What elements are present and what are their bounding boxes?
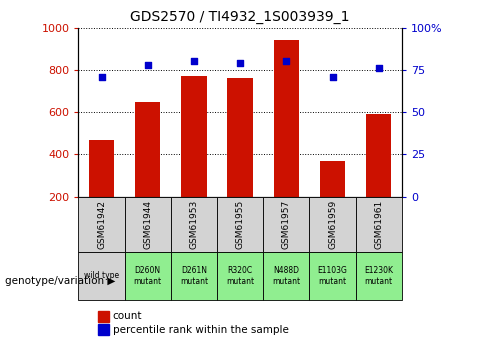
Title: GDS2570 / TI4932_1S003939_1: GDS2570 / TI4932_1S003939_1 [130, 10, 350, 24]
Point [329, 74, 337, 79]
Bar [366, 114, 392, 197]
Text: genotype/variation ▶: genotype/variation ▶ [5, 276, 115, 286]
Text: D260N
mutant: D260N mutant [134, 266, 162, 286]
Text: R320C
mutant: R320C mutant [226, 266, 254, 286]
Text: GSM61961: GSM61961 [374, 200, 383, 249]
Point [144, 62, 151, 68]
FancyBboxPatch shape [78, 197, 124, 252]
Point [98, 74, 105, 79]
Text: GSM61944: GSM61944 [143, 200, 152, 249]
Text: GSM61957: GSM61957 [282, 200, 291, 249]
Text: GSM61955: GSM61955 [236, 200, 245, 249]
Text: wild type: wild type [84, 272, 119, 280]
FancyBboxPatch shape [309, 197, 356, 252]
Point [236, 60, 244, 66]
FancyBboxPatch shape [171, 252, 217, 300]
Bar [320, 161, 345, 197]
FancyBboxPatch shape [356, 197, 402, 252]
Point [282, 59, 290, 64]
FancyBboxPatch shape [217, 252, 263, 300]
FancyBboxPatch shape [124, 252, 171, 300]
FancyBboxPatch shape [171, 197, 217, 252]
Text: GSM61953: GSM61953 [190, 200, 198, 249]
FancyBboxPatch shape [217, 197, 263, 252]
Text: E1230K
mutant: E1230K mutant [364, 266, 393, 286]
Bar [273, 40, 299, 197]
Text: N488D
mutant: N488D mutant [272, 266, 300, 286]
Text: D261N
mutant: D261N mutant [180, 266, 208, 286]
Bar [227, 78, 253, 197]
Bar [89, 140, 114, 197]
Bar [181, 76, 207, 197]
Text: GSM61959: GSM61959 [328, 200, 337, 249]
Text: percentile rank within the sample: percentile rank within the sample [113, 325, 289, 335]
Bar [135, 102, 160, 197]
Text: E1103G
mutant: E1103G mutant [318, 266, 347, 286]
Text: count: count [113, 311, 142, 321]
Text: GSM61942: GSM61942 [97, 200, 106, 249]
FancyBboxPatch shape [263, 197, 309, 252]
FancyBboxPatch shape [263, 252, 309, 300]
FancyBboxPatch shape [78, 252, 124, 300]
Point [375, 66, 383, 71]
FancyBboxPatch shape [356, 252, 402, 300]
FancyBboxPatch shape [309, 252, 356, 300]
Point [190, 59, 198, 64]
FancyBboxPatch shape [124, 197, 171, 252]
